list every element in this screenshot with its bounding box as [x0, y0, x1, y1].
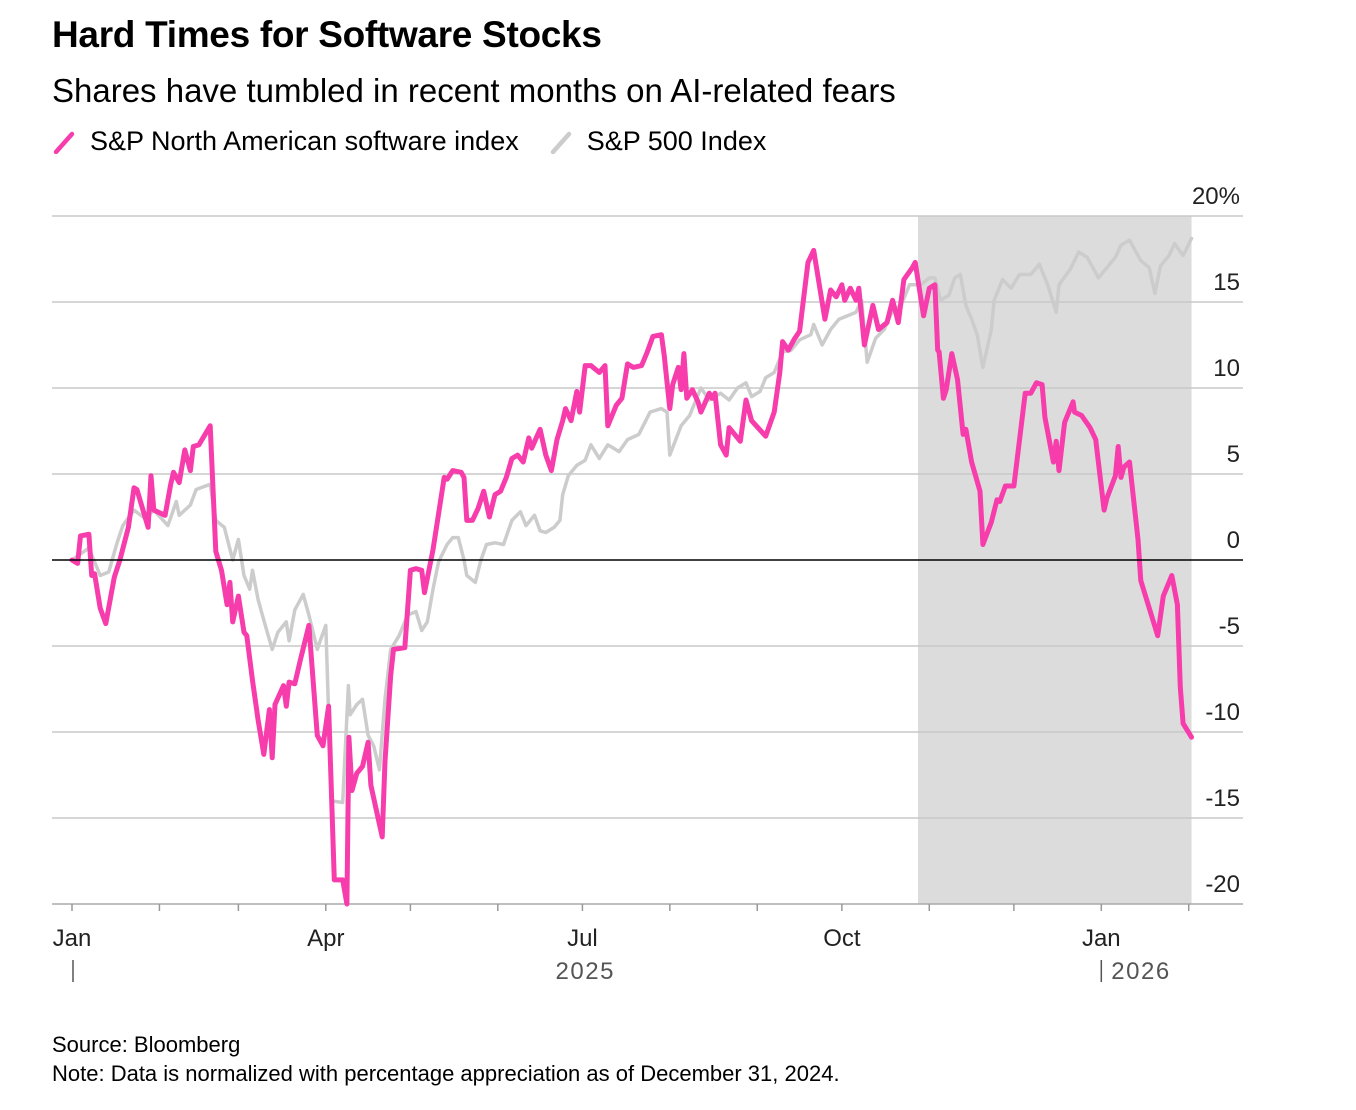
legend-software-swatch-icon — [53, 131, 75, 154]
y-tick-label: 0 — [1227, 527, 1240, 554]
series-line-sp500 — [70, 236, 1194, 805]
y-tick-label: 20% — [1192, 183, 1240, 210]
year-label: 2026 — [1111, 958, 1170, 985]
x-tick-label: Jan — [53, 925, 92, 952]
chart-subtitle: Shares have tumbled in recent months on … — [52, 72, 896, 109]
y-tick-label: -5 — [1219, 613, 1240, 640]
legend-item-sp500: S&P 500 Index — [549, 126, 767, 157]
y-tick-label: 10 — [1213, 355, 1240, 382]
y-tick-label: -20 — [1205, 871, 1240, 898]
x-tick-label: Oct — [823, 925, 861, 952]
x-tick-label: Apr — [307, 925, 344, 952]
legend-sp500-swatch-icon — [550, 131, 571, 154]
y-tick-label: 5 — [1227, 441, 1240, 468]
chart-title: Hard Times for Software Stocks — [52, 14, 602, 55]
x-tick-label: Jan — [1082, 925, 1121, 952]
legend-label-sp500: S&P 500 Index — [586, 126, 767, 156]
y-tick-label: -15 — [1205, 785, 1240, 812]
series-line-software — [69, 247, 1194, 907]
legend-label-software: S&P North American software index — [90, 126, 519, 156]
legend: S&P North American software index S&P 50… — [52, 126, 796, 157]
y-tick-label: 15 — [1213, 269, 1240, 296]
legend-item-software: S&P North American software index — [52, 126, 519, 157]
y-tick-label: -10 — [1205, 699, 1240, 726]
footer: Source: Bloomberg Note: Data is normaliz… — [52, 1030, 840, 1088]
note-text: Note: Data is normalized with percentage… — [52, 1061, 840, 1086]
x-tick-label: Jul — [567, 925, 598, 952]
year-label: 2025 — [556, 958, 615, 985]
source-text: Source: Bloomberg — [52, 1032, 241, 1057]
